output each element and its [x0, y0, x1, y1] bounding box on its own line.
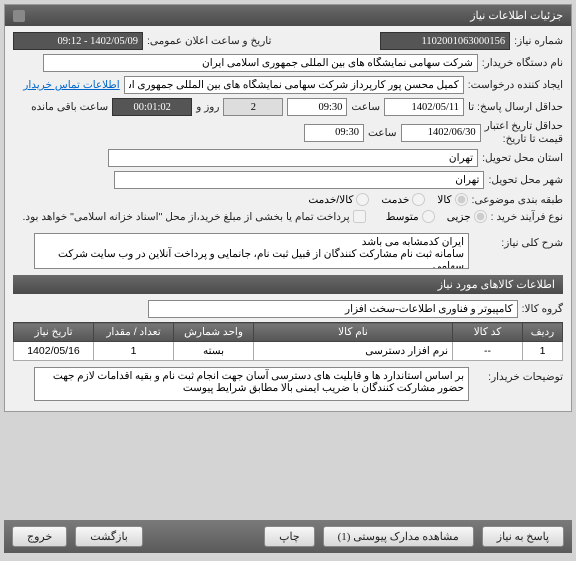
td-name: نرم افزار دسترسی — [254, 342, 453, 361]
countdown-field — [112, 98, 192, 116]
table-header-row: ردیف کد کالا نام کالا واحد شمارش تعداد /… — [14, 323, 563, 342]
exit-button[interactable]: خروج — [12, 526, 67, 547]
td-unit: بسته — [174, 342, 254, 361]
td-date: 1402/05/16 — [14, 342, 94, 361]
desc-label: شرح کلی نیاز: — [473, 233, 563, 249]
th-date: تاریخ نیاز — [14, 323, 94, 342]
category-radios: کالا خدمت کالا/خدمت — [308, 193, 467, 206]
process-radios: جزیی متوسط — [386, 210, 487, 223]
group-field — [148, 300, 518, 318]
panel-title: جزئیات اطلاعات نیاز — [470, 9, 563, 22]
items-table: ردیف کد کالا نام کالا واحد شمارش تعداد /… — [13, 322, 563, 361]
days-field — [223, 98, 283, 116]
items-section-title: اطلاعات کالاهای مورد نیاز — [13, 275, 563, 294]
process-label: نوع فرآیند خرید : — [491, 211, 563, 223]
back-button[interactable]: بازگشت — [75, 526, 143, 547]
proc-medium[interactable]: متوسط — [386, 210, 435, 223]
and-label: روز و — [196, 101, 219, 113]
requester-field — [124, 76, 464, 94]
attachments-button[interactable]: مشاهده مدارک پیوستی (1) — [323, 526, 474, 547]
delivery-city-label: استان محل تحویل: — [482, 152, 563, 164]
td-code: -- — [453, 342, 523, 361]
cat-both[interactable]: کالا/خدمت — [308, 193, 369, 206]
delivery-city2-label: شهر محل تحویل: — [488, 174, 563, 186]
td-row: 1 — [523, 342, 563, 361]
panel-body: شماره نیاز: تاریخ و ساعت اعلان عمومی: نا… — [5, 26, 571, 411]
deadline-date — [384, 98, 464, 116]
td-qty: 1 — [94, 342, 174, 361]
validity-date — [401, 124, 481, 142]
cat-goods[interactable]: کالا — [437, 193, 467, 206]
th-code: کد کالا — [453, 323, 523, 342]
buyer-org-label: نام دستگاه خریدار: — [482, 57, 563, 69]
time-label-2: ساعت — [368, 127, 397, 139]
panel-header: جزئیات اطلاعات نیاز — [5, 5, 571, 26]
desc-textarea[interactable] — [34, 233, 469, 269]
need-no-field — [380, 32, 510, 50]
th-name: نام کالا — [254, 323, 453, 342]
deadline-time — [287, 98, 347, 116]
announce-field — [13, 32, 143, 50]
respond-button[interactable]: پاسخ به نیاز — [482, 526, 564, 547]
proc-partial[interactable]: جزیی — [447, 210, 487, 223]
delivery-city2-field — [114, 171, 484, 189]
main-panel: جزئیات اطلاعات نیاز شماره نیاز: تاریخ و … — [4, 4, 572, 412]
header-icons — [13, 10, 25, 22]
need-no-label: شماره نیاز: — [514, 35, 563, 47]
buyer-desc-textarea[interactable] — [34, 367, 469, 401]
remaining-label: ساعت باقی مانده — [31, 101, 108, 113]
category-label: طبقه بندی موضوعی: — [472, 194, 563, 206]
validity-time — [304, 124, 364, 142]
requester-label: ایجاد کننده درخواست: — [468, 79, 563, 91]
announce-label: تاریخ و ساعت اعلان عمومی: — [147, 35, 271, 47]
th-unit: واحد شمارش — [174, 323, 254, 342]
table-row[interactable]: 1 -- نرم افزار دسترسی بسته 1 1402/05/16 — [14, 342, 563, 361]
print-button[interactable]: چاپ — [264, 526, 315, 547]
validity-label: حداقل تاریخ اعتبارقیمت تا تاریخ: — [485, 120, 563, 145]
collapse-icon[interactable] — [13, 10, 25, 22]
th-qty: تعداد / مقدار — [94, 323, 174, 342]
buyer-org-field — [43, 54, 478, 72]
th-row: ردیف — [523, 323, 563, 342]
group-label: گروه کالا: — [522, 303, 563, 315]
footer-bar: پاسخ به نیاز مشاهده مدارک پیوستی (1) چاپ… — [4, 520, 572, 553]
cat-service[interactable]: خدمت — [381, 193, 425, 206]
buyer-desc-label: توضیحات خریدار: — [473, 367, 563, 383]
contact-link[interactable]: اطلاعات تماس خریدار — [23, 79, 119, 91]
time-label-1: ساعت — [351, 101, 380, 113]
payment-check[interactable]: پرداخت تمام یا بخشی از مبلغ خرید،از محل … — [23, 210, 366, 223]
delivery-city-field — [108, 149, 478, 167]
deadline-label: حداقل ارسال پاسخ: تا — [468, 101, 563, 113]
